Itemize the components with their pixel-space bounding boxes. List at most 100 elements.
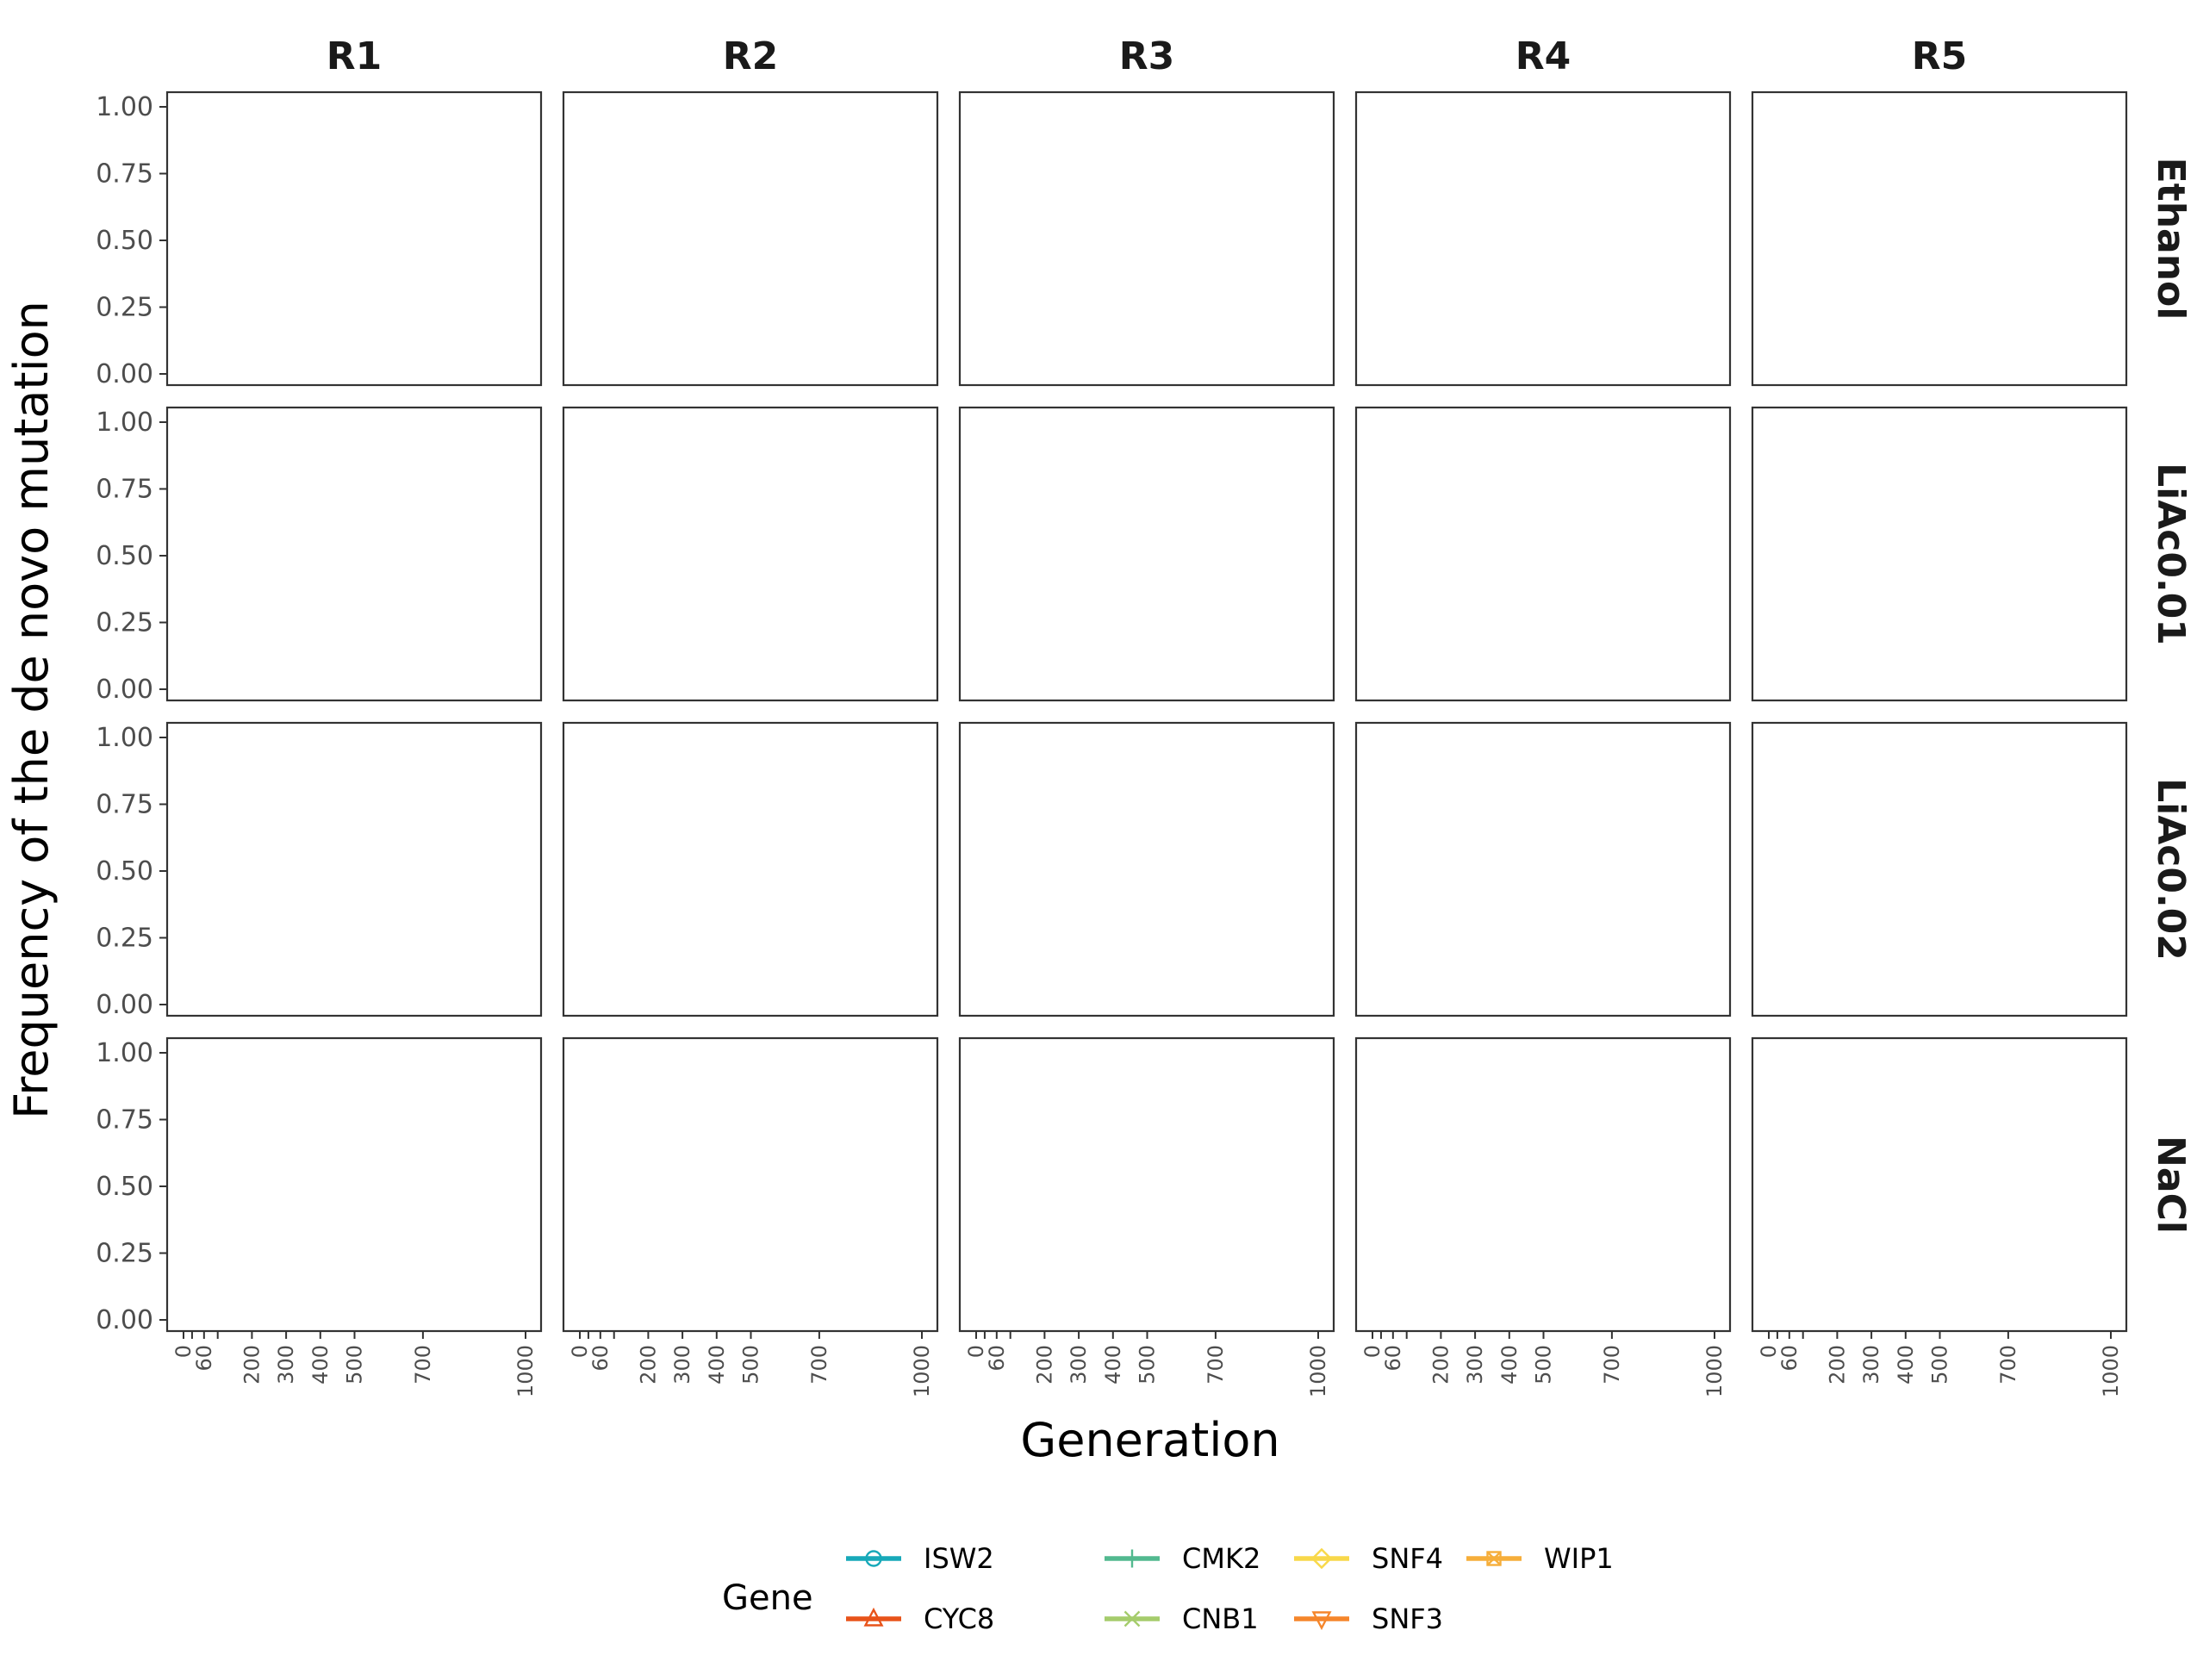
legend-item-wip1: WIP1: [1466, 1542, 1614, 1575]
x-tick-label: 700: [807, 1345, 831, 1384]
x-tick-label: 400: [1894, 1345, 1918, 1384]
y-tick-label: 0.50: [96, 856, 153, 887]
x-tick-label: 700: [1600, 1345, 1624, 1384]
panel-border: [1751, 1036, 2128, 1333]
panel-border: [958, 721, 1335, 1017]
legend-item-snf3: SNF3: [1294, 1602, 1443, 1635]
panel-border: [165, 1036, 543, 1333]
x-tick-label: 300: [1463, 1345, 1487, 1384]
panel-border: [562, 90, 939, 387]
panel-border: [165, 406, 543, 702]
x-tick-label: 500: [739, 1345, 763, 1384]
x-tick-label: 1000: [513, 1345, 538, 1397]
x-tick-label: 60: [1777, 1345, 1802, 1372]
x-tick-label: 200: [636, 1345, 660, 1384]
y-tick-label: 1.00: [96, 408, 153, 438]
panel-border: [1354, 406, 1732, 702]
y-tick-label: 0.75: [96, 1105, 153, 1136]
legend-item-cyc8: CYC8: [846, 1602, 994, 1635]
legend-cnb1-marker: [1123, 1610, 1141, 1627]
panel-border: [958, 90, 1335, 387]
legend-item-isw2: ISW2: [846, 1542, 994, 1575]
legend-label-cnb1: CNB1: [1182, 1602, 1259, 1635]
x-tick-label: 300: [1859, 1345, 1883, 1384]
legend-label-snf4: SNF4: [1372, 1542, 1443, 1575]
panel-border: [165, 721, 543, 1017]
x-tick-label: 1000: [1702, 1345, 1727, 1397]
legend-cmk2-marker: [1123, 1549, 1142, 1568]
y-tick-label: 1.00: [96, 723, 153, 753]
x-tick-label: 400: [1101, 1345, 1125, 1384]
x-tick-label: 500: [1532, 1345, 1556, 1384]
x-tick-label: 1000: [1306, 1345, 1330, 1397]
legend-title: Gene: [722, 1578, 813, 1618]
panel-ethanol-r5: [1751, 90, 2128, 387]
x-tick-label: 700: [411, 1345, 435, 1384]
y-tick-label: 0.75: [96, 475, 153, 505]
x-tick-label: 0: [1360, 1345, 1385, 1358]
panel-border: [1354, 721, 1732, 1017]
facet-col-label-r3: R3: [1119, 34, 1175, 78]
legend-item-snf4: SNF4: [1294, 1542, 1443, 1575]
facet-row-label-ethanol: Ethanol: [2149, 158, 2193, 320]
panel-border: [165, 90, 543, 387]
x-tick-label: 400: [705, 1345, 729, 1384]
panel-liac001-r1: 0.00 0.25 0.50 0.75 1.00: [96, 406, 543, 705]
panel-border: [562, 1036, 939, 1333]
panel-nacl-r2: 060 200 300 400 500 700 1000: [562, 1036, 939, 1397]
panel-ethanol-r2: [562, 90, 939, 387]
panel-liac001-r5: [1751, 406, 2128, 702]
panel-liac002-r1: 0.00 0.25 0.50 0.75 1.00: [96, 721, 543, 1020]
x-tick-label: 1000: [2099, 1345, 2123, 1397]
y-tick-label: 0.25: [96, 608, 153, 638]
legend-label-isw2: ISW2: [924, 1542, 994, 1575]
x-tick-label: 300: [274, 1345, 298, 1384]
panel-liac002-r5: [1751, 721, 2128, 1017]
y-tick-label: 0.00: [96, 1305, 153, 1335]
panel-nacl-r1: 0.00 0.25 0.50 0.75 1.00 060 200 300 400 500 700 10…: [96, 1036, 543, 1397]
panel-nacl-r4: 060 200 300 400 500 700 1000: [1354, 1036, 1732, 1397]
x-tick-label: 200: [1032, 1345, 1056, 1384]
y-tick-label: 0.75: [96, 790, 153, 820]
panel-liac001-r3: [958, 406, 1335, 702]
panel-ethanol-r4: [1354, 90, 1732, 387]
legend-label-cmk2: CMK2: [1182, 1542, 1260, 1575]
x-tick-label: 1000: [910, 1345, 934, 1397]
facet-row-label-nacl: NaCl: [2149, 1136, 2193, 1234]
x-tick-label: 0: [964, 1345, 988, 1358]
panel-border: [1751, 90, 2128, 387]
facet-row-label-liac002: LiAc0.02: [2149, 778, 2193, 961]
facet-strips: R1 R2 R3 R4 R5 Ethanol LiAc0.01 LiAc0.02 NaCl: [327, 34, 2193, 1234]
panel-border: [958, 406, 1335, 702]
panel-liac002-r2: [562, 721, 939, 1017]
y-tick-label: 0.75: [96, 159, 153, 190]
x-tick-label: 500: [1928, 1345, 1952, 1384]
legend-wip1-marker: [1486, 1551, 1502, 1566]
y-tick-label: 1.00: [96, 92, 153, 122]
x-axis-title: Generation: [1020, 1413, 1279, 1467]
panel-ethanol-r3: [958, 90, 1335, 387]
x-tick-label: 500: [343, 1345, 367, 1384]
panel-border: [1354, 1036, 1732, 1333]
facet-col-label-r2: R2: [723, 34, 779, 78]
legend: Gene ISW2 CYC8 CMK2 CNB1 SNF4 SNF3 WIP1: [722, 1542, 1614, 1635]
panel-border: [1354, 90, 1732, 387]
facet-row-label-liac001: LiAc0.01: [2149, 463, 2193, 645]
panel-liac001-r4: [1354, 406, 1732, 702]
y-tick-label: 0.25: [96, 1239, 153, 1269]
facet-col-label-r1: R1: [327, 34, 383, 78]
legend-snf4-marker: [1310, 1547, 1333, 1570]
x-tick-label: 400: [308, 1345, 333, 1384]
x-tick-label: 0: [171, 1345, 196, 1358]
y-tick-label: 0.50: [96, 541, 153, 571]
panel-border: [1751, 406, 2128, 702]
legend-item-cnb1: CNB1: [1105, 1602, 1259, 1635]
x-tick-label: 200: [1428, 1345, 1453, 1384]
x-tick-label: 300: [670, 1345, 694, 1384]
y-tick-label: 0.25: [96, 293, 153, 323]
legend-cyc8-marker: [863, 1607, 884, 1627]
legend-isw2-marker: [865, 1550, 882, 1567]
legend-label-snf3: SNF3: [1372, 1602, 1443, 1635]
x-tick-label: 60: [985, 1345, 1009, 1372]
